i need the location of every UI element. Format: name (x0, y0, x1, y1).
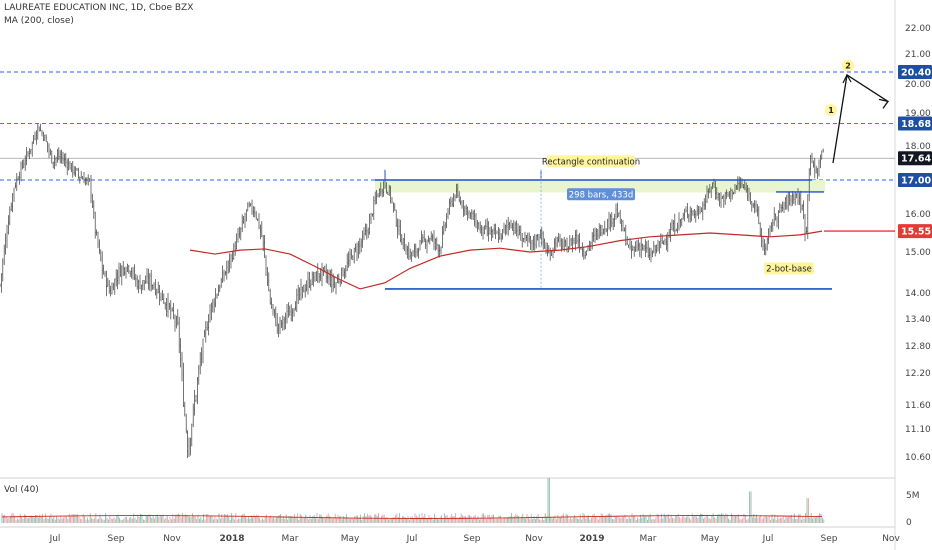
rectangle-continuation-label-bg (547, 155, 635, 168)
time-tick-label: Sep (464, 534, 481, 544)
time-tick-label: Sep (821, 534, 838, 544)
ma200-line (189, 230, 823, 290)
measure-bars-label: 298 bars, 433d (569, 190, 633, 200)
time-tick-label: Nov (525, 534, 543, 544)
grid-lines (0, 0, 896, 550)
price-tick-label: 21.00 (905, 50, 931, 60)
price-tag-label: 17.00 (901, 176, 931, 187)
time-tick-label: 2019 (579, 534, 604, 544)
time-tick-label: 2018 (219, 534, 244, 544)
volume-indicator-label: Vol (40) (4, 485, 39, 495)
price-tick-label: 12.20 (905, 369, 931, 379)
price-tick-label: 14.00 (905, 289, 931, 299)
price-tick-label: 18.00 (905, 142, 931, 152)
price-tag-bg (898, 151, 932, 166)
volume-pane: 5M 0 (1, 478, 920, 528)
wave-2-label: 2 (845, 62, 851, 71)
time-tick-label: Jul (49, 534, 61, 544)
price-tag-bg (898, 173, 932, 187)
price-tick-label: 20.00 (905, 80, 931, 90)
projection-arrow-path (832, 73, 889, 164)
price-tick-label: 11.60 (905, 401, 931, 411)
time-tick-label: Jul (762, 534, 774, 544)
wave-2-bg (842, 59, 854, 72)
price-tag-label: 18.68 (901, 119, 931, 130)
price-tag-bg (898, 224, 932, 239)
ma-indicator-label: MA (200, close) (4, 16, 74, 26)
wave-1-label: 1 (828, 106, 834, 115)
symbol-title: LAUREATE EDUCATION INC, 1D, Cboe BZX (4, 3, 194, 13)
time-tick-label: Jul (406, 534, 418, 544)
price-tag-label: 15.55 (901, 227, 931, 238)
two-bot-base-label: 2-bot-base (766, 264, 812, 274)
volume-ma-line (1, 515, 823, 519)
price-tick-label: 19.00 (905, 109, 931, 119)
price-tick-label: 15.00 (905, 248, 931, 258)
price-tick-label: 11.10 (905, 425, 931, 435)
time-tick-label: Sep (108, 534, 125, 544)
time-tick-label: May (341, 534, 360, 544)
time-tick-label: May (701, 534, 720, 544)
volume-tick-label: 0 (906, 518, 912, 528)
price-tick-label: 13.40 (905, 315, 931, 325)
price-tag-label: 20.40 (901, 68, 931, 79)
price-tag-bg (898, 65, 932, 79)
arrow-peak-icon (842, 73, 852, 84)
price-tick-label: 10.60 (905, 453, 931, 463)
time-tick-label: Mar (282, 534, 299, 544)
price-tick-label: 16.00 (905, 210, 931, 220)
time-tick-label: Nov (882, 534, 900, 544)
rectangle-continuation-label: Rectangle continuation (542, 157, 640, 167)
chart-annotations: Rectangle continuation 298 bars, 433d 2-bo… (542, 59, 854, 275)
price-tick-label: 22.00 (905, 24, 931, 34)
time-tick-label: Nov (163, 534, 181, 544)
measure-bars-label-bg (567, 188, 635, 201)
trend-drawings[interactable] (375, 73, 890, 290)
candlestick-series (0, 123, 824, 459)
volume-tick-label: 5M (906, 491, 920, 501)
time-tick-label: Mar (640, 534, 657, 544)
arrow-head-icon (878, 98, 890, 109)
horizontal-levels (0, 71, 895, 181)
price-axis[interactable]: 22.00 21.00 20.00 19.00 18.00 16.00 15.00 14.00… (824, 24, 932, 463)
price-tick-label: 12.80 (905, 342, 931, 352)
price-tag-label: 17.64 (901, 154, 931, 165)
two-bot-base-label-bg (764, 262, 814, 275)
time-axis[interactable]: Jul Sep Nov 2018 Mar May Jul Sep Nov 2019 Mar May Ju… (49, 534, 901, 544)
price-tag-bg (898, 116, 932, 131)
wave-1-bg (825, 104, 837, 117)
